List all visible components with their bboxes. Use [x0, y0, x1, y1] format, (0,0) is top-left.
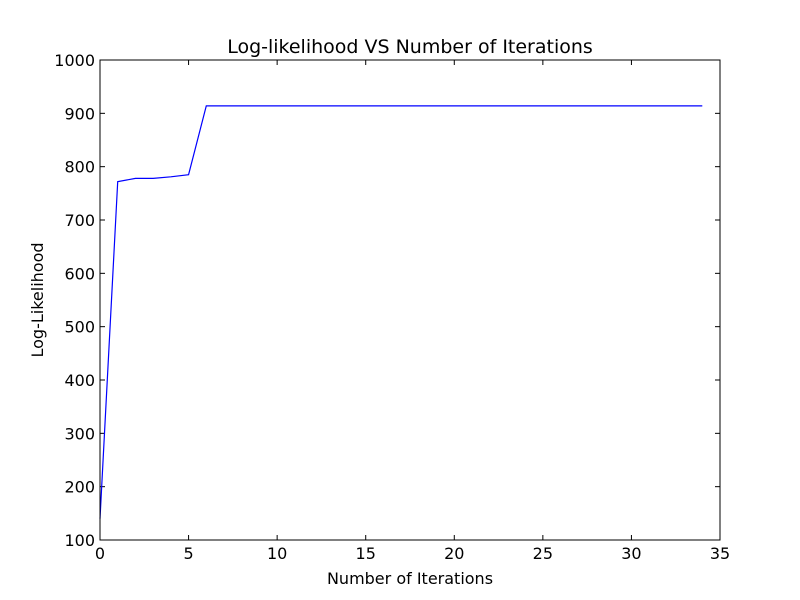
x-axis-label: Number of Iterations	[327, 569, 493, 588]
series-layer	[99, 105, 703, 519]
x-tick-label: 10	[267, 544, 287, 563]
y-tick-label: 1000	[54, 51, 95, 70]
y-axis-label: Log-Likelihood	[28, 242, 47, 357]
plot-area-frame	[99, 59, 721, 541]
x-tick-label: 35	[710, 544, 730, 563]
x-tick-label: 25	[533, 544, 553, 563]
series-line-0	[99, 105, 703, 519]
x-tick-label: 0	[95, 544, 105, 563]
axis-ticks: 0 5 10 15 20 25 30 35 100 200 300 400 500 600 700 800 90…	[54, 51, 730, 563]
chart-title: Log-likelihood VS Number of Iterations	[227, 36, 593, 58]
x-tick-label: 5	[183, 544, 193, 563]
y-tick-label: 800	[64, 158, 95, 177]
y-tick-label: 300	[64, 424, 95, 443]
y-tick-label: 700	[64, 211, 95, 230]
x-tick-label: 30	[621, 544, 641, 563]
y-tick-label: 500	[64, 318, 95, 337]
y-tick-label: 100	[64, 531, 95, 550]
x-tick-label: 15	[356, 544, 376, 563]
y-tick-label: 200	[64, 478, 95, 497]
y-tick-label: 400	[64, 371, 95, 390]
x-tick-label: 20	[444, 544, 464, 563]
y-tick-label: 600	[64, 264, 95, 283]
y-tick-label: 900	[64, 104, 95, 123]
